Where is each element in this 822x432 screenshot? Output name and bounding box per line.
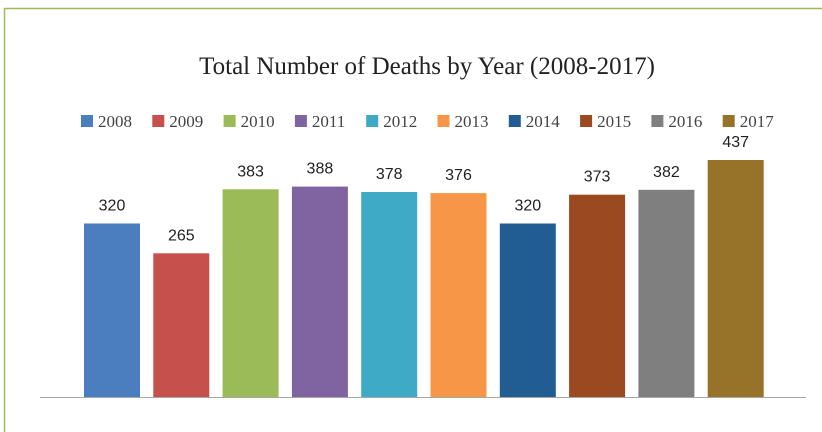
bar-2009 bbox=[153, 253, 210, 397]
bar-2010 bbox=[222, 189, 279, 397]
bar-2017 bbox=[707, 160, 764, 397]
bar-2008 bbox=[84, 223, 140, 397]
data-label-2016: 382 bbox=[653, 164, 680, 181]
data-label-2013: 376 bbox=[445, 167, 472, 184]
legend-label-2014: 2014 bbox=[526, 112, 561, 131]
legend-swatch-2013 bbox=[437, 115, 450, 127]
legend-swatch-2014 bbox=[508, 115, 521, 127]
chart-legend: 2008 2009 2010 2011 2012 2013 2014 2015 2016 2017 bbox=[81, 112, 774, 131]
legend-swatch-2009 bbox=[152, 115, 165, 127]
bar-2016 bbox=[638, 189, 695, 397]
legend-label-2012: 2012 bbox=[383, 112, 417, 131]
chart-title: Total Number of Deaths by Year (2008-201… bbox=[199, 53, 655, 80]
data-label-2009: 265 bbox=[168, 227, 195, 244]
legend-swatch-2012 bbox=[366, 115, 379, 127]
bar-2011 bbox=[291, 186, 348, 397]
data-label-2010: 383 bbox=[237, 163, 264, 180]
legend-swatch-2017 bbox=[722, 115, 735, 127]
legend-label-2008: 2008 bbox=[98, 112, 132, 131]
data-label-2011: 388 bbox=[307, 161, 334, 178]
data-label-2015: 373 bbox=[584, 169, 611, 186]
data-labels: 320 265 383 388 378 376 320 373 382 437 bbox=[99, 134, 749, 244]
legend-label-2013: 2013 bbox=[455, 112, 489, 131]
bar-2015 bbox=[569, 194, 626, 397]
legend-swatch-2016 bbox=[651, 115, 664, 127]
data-label-2008: 320 bbox=[99, 198, 126, 215]
legend-swatch-2015 bbox=[580, 115, 593, 127]
legend-label-2010: 2010 bbox=[241, 112, 275, 131]
legend-label-2015: 2015 bbox=[597, 112, 631, 131]
bar-2012 bbox=[361, 192, 418, 397]
legend-label-2016: 2016 bbox=[668, 112, 702, 131]
legend-swatch-2011 bbox=[294, 115, 307, 127]
legend-label-2017: 2017 bbox=[740, 112, 775, 131]
data-label-2014: 320 bbox=[514, 198, 541, 215]
legend-label-2011: 2011 bbox=[312, 112, 345, 131]
data-label-2012: 378 bbox=[376, 166, 403, 183]
bar-2014 bbox=[499, 223, 556, 397]
legend-swatch-2010 bbox=[223, 115, 236, 127]
legend-label-2009: 2009 bbox=[169, 112, 203, 131]
data-label-2017: 437 bbox=[722, 134, 749, 151]
bar-2013 bbox=[430, 193, 487, 397]
legend-swatch-2008 bbox=[81, 115, 93, 127]
bar-series bbox=[84, 160, 764, 397]
